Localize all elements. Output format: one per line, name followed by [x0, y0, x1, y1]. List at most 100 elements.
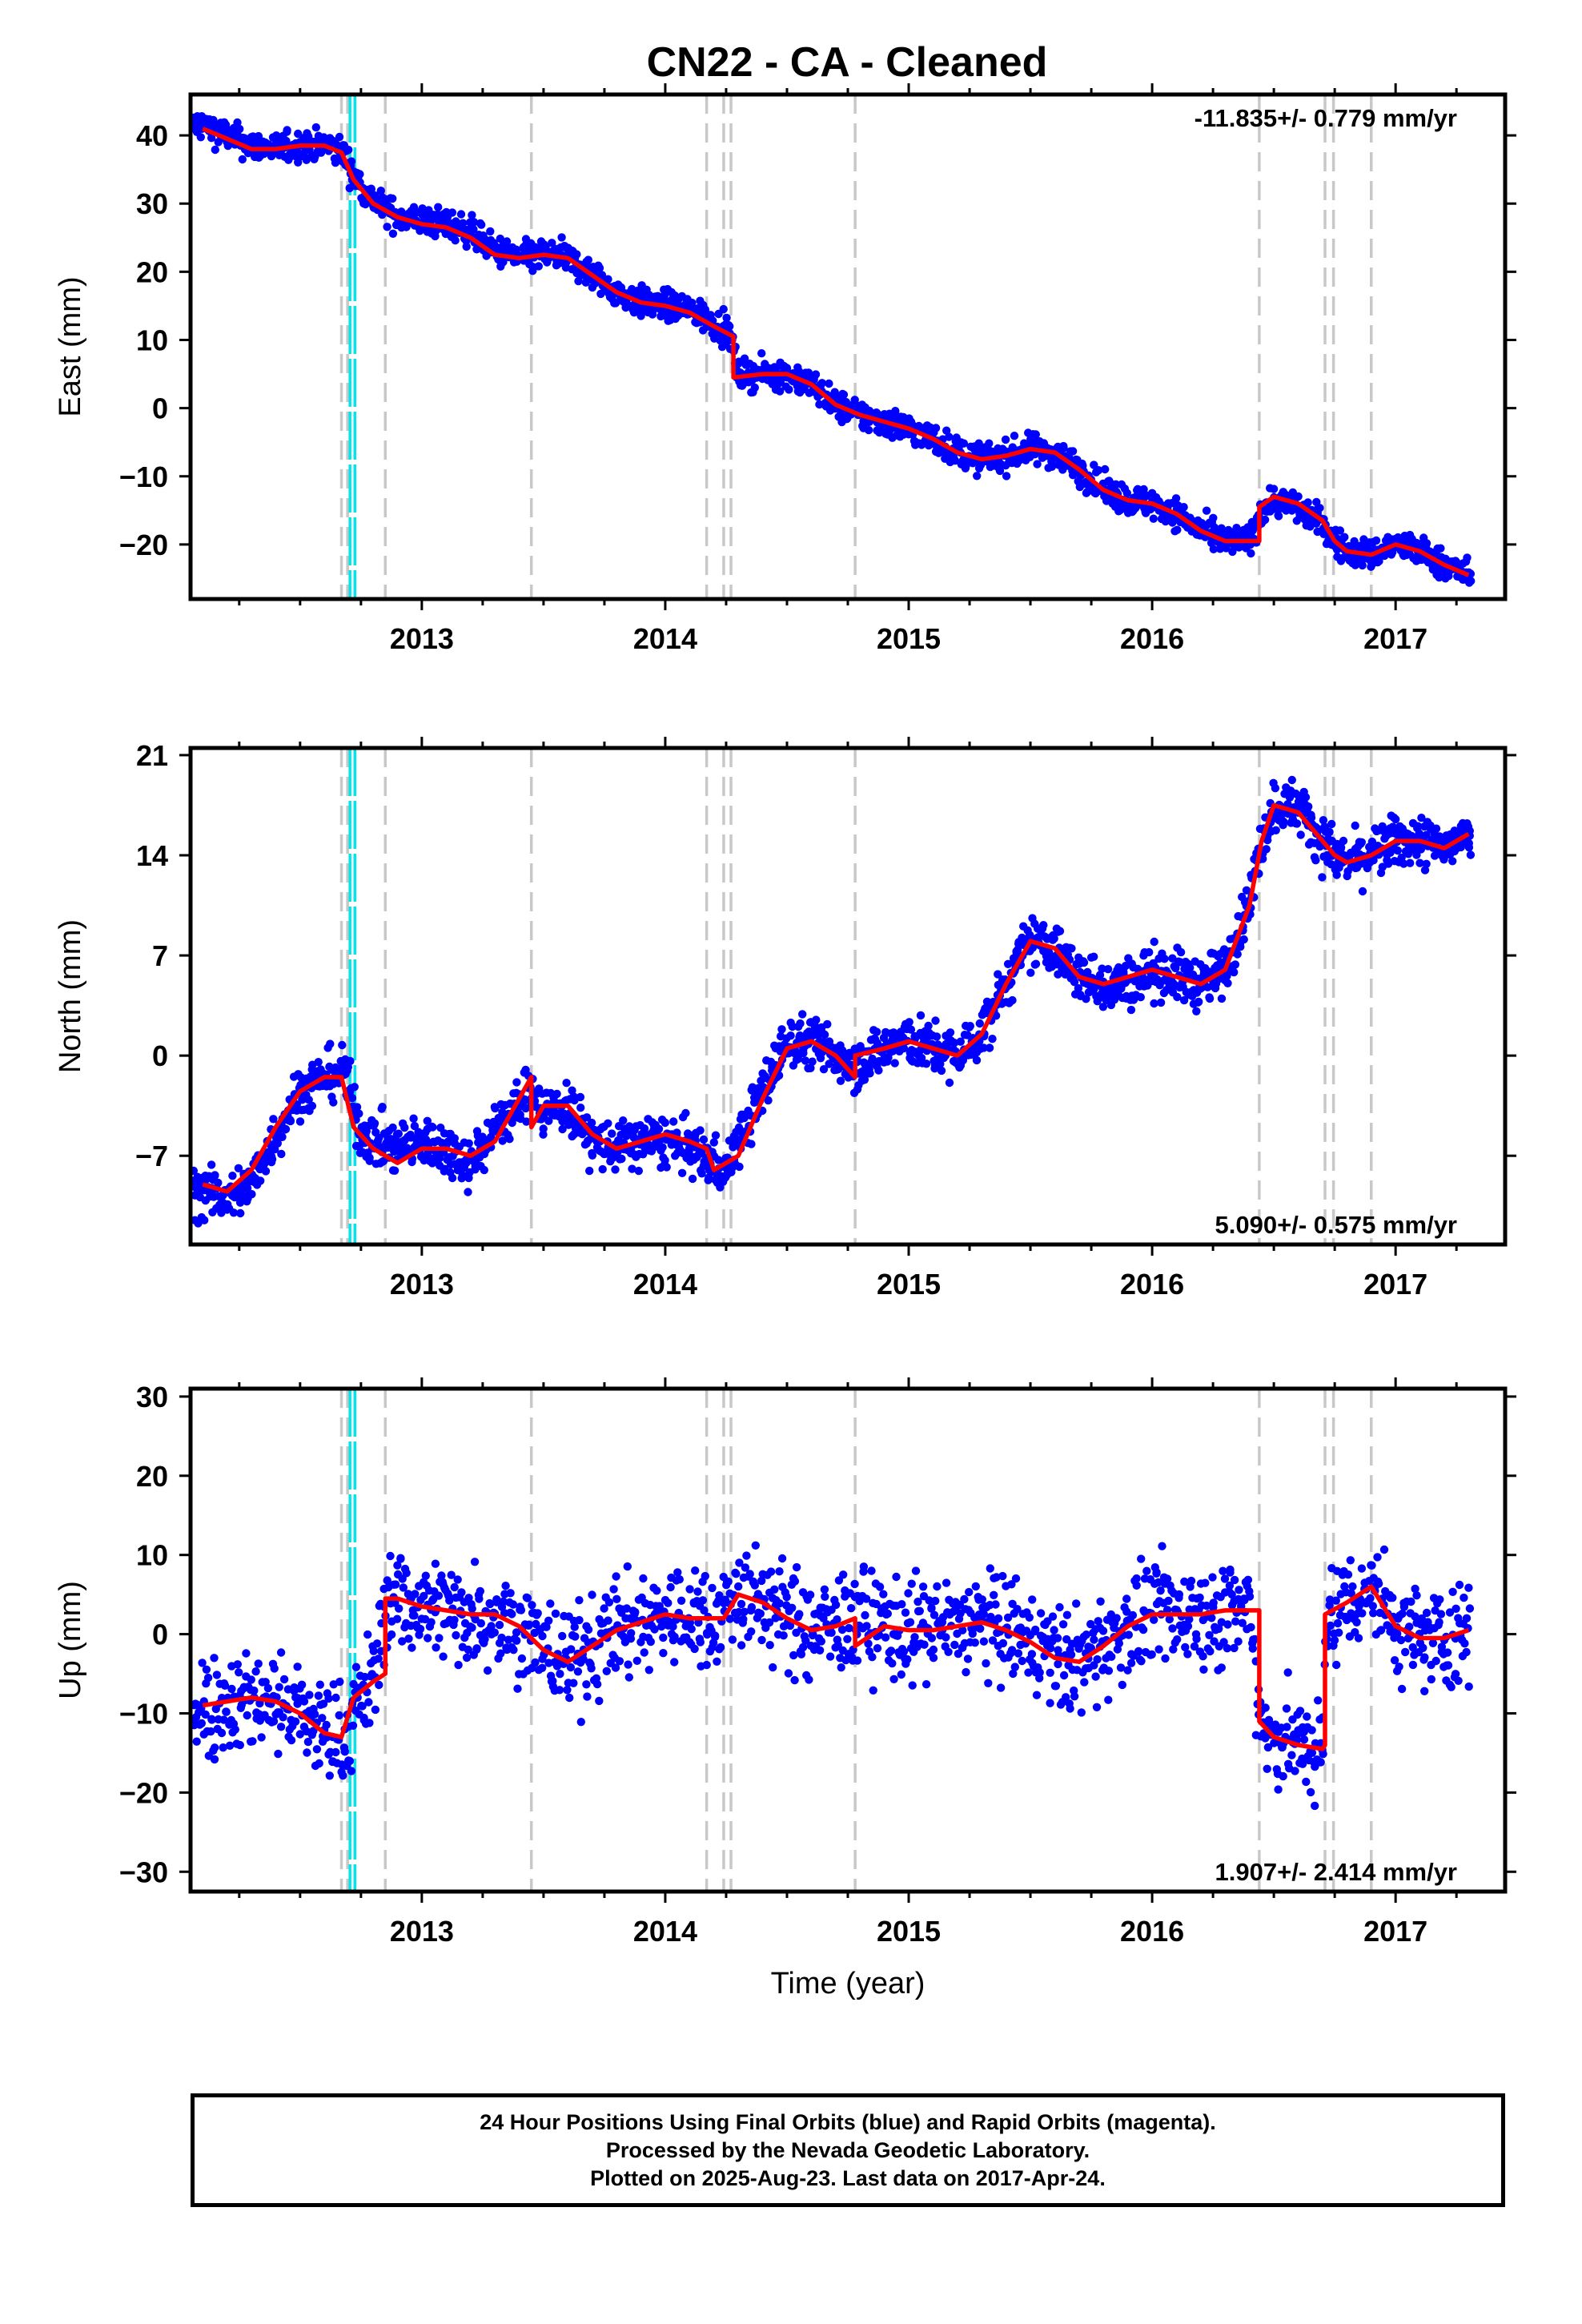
data-point [452, 1630, 460, 1640]
data-point [1126, 1005, 1136, 1015]
data-point [889, 1675, 898, 1683]
data-point [517, 1654, 527, 1663]
data-point [516, 1606, 526, 1614]
data-point [985, 439, 994, 448]
data-point [365, 1156, 374, 1165]
data-point [973, 472, 982, 480]
data-point [490, 1628, 499, 1637]
data-point [348, 1721, 358, 1730]
data-point [995, 466, 1005, 476]
data-point [1053, 1634, 1062, 1642]
data-point [456, 210, 466, 219]
figure-title: CN22 - CA - Cleaned [647, 39, 1048, 86]
rate-annotation: -11.835+/- 0.779 mm/yr [1195, 104, 1457, 132]
data-point [631, 1607, 640, 1617]
data-point [575, 1615, 584, 1625]
data-point [557, 233, 566, 242]
data-point [235, 1740, 244, 1750]
data-point [501, 1582, 510, 1590]
data-point [219, 1743, 227, 1752]
data-point [1031, 430, 1041, 439]
data-point [1301, 793, 1311, 802]
data-point [1325, 827, 1334, 837]
data-point [920, 1640, 929, 1649]
data-point [944, 1647, 953, 1656]
data-point [833, 1641, 843, 1650]
data-point [1336, 843, 1346, 852]
data-point [1090, 1635, 1098, 1644]
data-point [1059, 1671, 1069, 1680]
data-point [1011, 1574, 1021, 1583]
data-point [228, 1172, 237, 1180]
data-point [588, 1590, 596, 1599]
data-point [1001, 435, 1010, 444]
data-point [918, 1582, 928, 1591]
data-point [1422, 539, 1431, 548]
data-point [658, 1143, 667, 1152]
data-point [1055, 1602, 1064, 1612]
data-point [1209, 545, 1219, 553]
data-point [261, 1678, 270, 1687]
data-point [905, 1618, 915, 1626]
data-point [906, 1025, 916, 1034]
data-point [769, 1663, 777, 1672]
data-point [916, 1011, 926, 1020]
data-point [295, 1117, 305, 1126]
data-point [277, 1149, 286, 1159]
data-point [805, 1675, 813, 1684]
data-point [853, 1656, 862, 1665]
data-point [499, 1597, 508, 1606]
data-point [345, 1756, 355, 1766]
data-point [434, 1591, 444, 1600]
data-point [795, 1610, 804, 1618]
data-point [757, 349, 766, 358]
data-point [931, 1016, 940, 1025]
data-point [798, 1010, 807, 1019]
data-point [921, 1059, 931, 1068]
data-point [677, 1168, 687, 1178]
data-point [861, 1594, 871, 1603]
data-point [1072, 1599, 1081, 1608]
data-point [897, 1600, 906, 1609]
data-point [201, 1710, 210, 1719]
data-point [587, 1664, 596, 1673]
data-point [1296, 830, 1305, 839]
data-point [378, 1103, 387, 1112]
data-point [1046, 1644, 1055, 1653]
y-tick-label: −10 [119, 460, 168, 493]
data-point [1383, 859, 1393, 868]
data-point [490, 1103, 500, 1112]
data-point [867, 1566, 876, 1575]
data-point [1412, 850, 1421, 859]
data-point [388, 194, 397, 203]
data-point [965, 1587, 974, 1597]
data-point [611, 1663, 620, 1672]
data-point [311, 123, 320, 132]
data-point [464, 1188, 472, 1196]
data-point [464, 1139, 473, 1148]
data-point [623, 1562, 632, 1571]
data-point [681, 1108, 690, 1118]
data-point [910, 1633, 919, 1642]
data-point [654, 1124, 664, 1134]
data-point [739, 1614, 748, 1624]
data-point [834, 1576, 844, 1585]
data-point [225, 1741, 235, 1750]
data-point [833, 1615, 841, 1624]
data-point [326, 1039, 335, 1048]
data-point [1239, 935, 1248, 944]
data-point [785, 1621, 795, 1630]
data-point [831, 1600, 841, 1610]
data-point [874, 1066, 883, 1075]
data-point [1173, 525, 1182, 534]
data-point [685, 1585, 694, 1594]
data-point [976, 1624, 985, 1633]
data-point [598, 1164, 607, 1174]
data-point [448, 1173, 457, 1183]
data-point [1217, 994, 1227, 1003]
data-point [470, 1558, 480, 1566]
data-point [275, 1683, 283, 1691]
data-point [859, 1562, 869, 1571]
data-point [303, 1737, 313, 1747]
